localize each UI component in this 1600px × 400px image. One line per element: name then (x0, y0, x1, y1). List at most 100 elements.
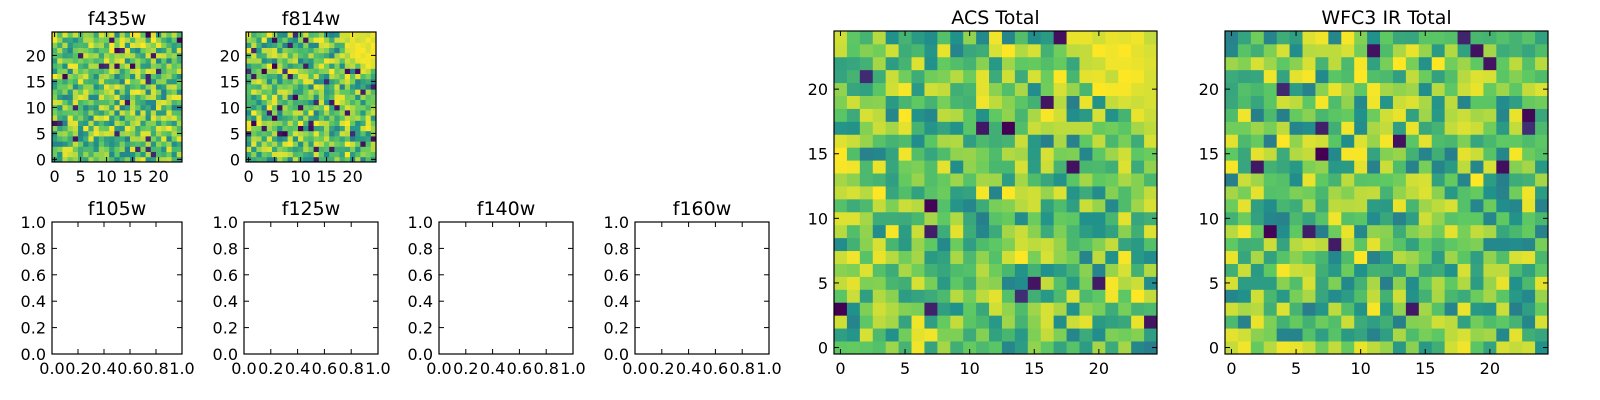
heatmap-cell (1496, 263, 1510, 277)
heatmap-cell (370, 32, 377, 38)
heatmap-cell (161, 42, 167, 48)
heatmap-cell (898, 43, 912, 58)
heatmap-cell (365, 156, 372, 163)
heatmap-cell (1496, 186, 1510, 200)
heatmap-cell (1263, 56, 1278, 71)
heatmap-cell (1079, 186, 1093, 200)
heatmap-cell (1431, 43, 1446, 58)
heatmap-cell (1405, 173, 1420, 187)
heatmap-cell (950, 224, 964, 239)
heatmap-cell (1302, 147, 1316, 161)
heatmap-cell (287, 156, 294, 163)
heatmap-cell (1405, 276, 1420, 290)
heatmap-cell (119, 73, 126, 80)
heatmap-cell (872, 315, 887, 329)
heatmap-cell (334, 32, 340, 38)
heatmap-cell (171, 58, 178, 64)
heatmap-cell (989, 95, 1003, 109)
heatmap-cell (282, 37, 288, 43)
heatmap-cell (104, 120, 110, 126)
heatmap-cell (114, 89, 120, 95)
heatmap-cell (339, 37, 346, 43)
x-tick-label: 0.6 (117, 359, 142, 378)
heatmap-cell (145, 52, 152, 59)
heatmap-cell (145, 136, 152, 142)
heatmap-cell (124, 89, 131, 95)
heatmap-cell (277, 73, 283, 80)
heatmap-cell (1483, 250, 1497, 264)
heatmap-cell (303, 115, 309, 121)
heatmap-cell (976, 186, 990, 200)
heatmap-cell (166, 151, 172, 158)
heatmap-cell (135, 32, 141, 38)
heatmap-cell (176, 68, 183, 74)
heatmap-cell (1131, 121, 1145, 135)
heatmap-cell (872, 341, 887, 355)
heatmap-cell (1250, 263, 1265, 277)
heatmap-cell (924, 160, 938, 174)
heatmap-cell (78, 130, 84, 137)
heatmap-cell (1354, 224, 1368, 239)
heatmap-cell (1483, 56, 1497, 71)
heatmap-cell (911, 250, 925, 264)
heatmap-cell (1092, 186, 1106, 200)
y-tick-label: 1.0 (604, 213, 629, 232)
heatmap-cell (350, 151, 356, 158)
heatmap-cell (1341, 31, 1355, 45)
heatmap-cell (360, 130, 366, 137)
heatmap-cell (1444, 108, 1458, 122)
heatmap-cell (924, 69, 938, 84)
heatmap-cell (277, 125, 283, 132)
heatmap-cell (976, 95, 990, 109)
heatmap-cell (98, 68, 105, 74)
heatmap-cell (963, 237, 977, 252)
heatmap-cell (365, 151, 372, 158)
heatmap-cell (62, 125, 68, 132)
heatmap-cell (1237, 315, 1252, 329)
heatmap-cell (898, 211, 912, 226)
heatmap-cell (1105, 147, 1119, 161)
heatmap-cell (292, 136, 299, 142)
heatmap-cell (313, 58, 320, 64)
heatmap-cell (72, 156, 79, 163)
y-tick-label: 0.2 (604, 319, 629, 338)
heatmap-cell (1522, 276, 1536, 290)
heatmap-cell (950, 341, 964, 355)
heatmap-cell (1509, 224, 1523, 239)
heatmap-cell (1367, 186, 1381, 200)
heatmap-cell (1105, 341, 1119, 355)
heatmap-cell (859, 43, 874, 58)
heatmap-cell (1431, 341, 1446, 355)
heatmap-cell (72, 120, 79, 126)
heatmap-cell (1118, 250, 1132, 264)
heatmap-cell (124, 47, 131, 54)
heatmap-cell (885, 43, 899, 58)
heatmap-cell (344, 141, 351, 147)
heatmap-cell (78, 52, 84, 59)
heatmap-cell (976, 108, 990, 122)
heatmap-cell (1405, 160, 1420, 174)
y-tick-label: 0.6 (408, 266, 433, 285)
heatmap-cell (98, 151, 105, 158)
heatmap-cell (1250, 237, 1265, 252)
heatmap-cell (150, 58, 157, 64)
heatmap-cell (1457, 315, 1471, 329)
heatmap-cell (989, 186, 1003, 200)
heatmap-cell (1418, 121, 1433, 135)
heatmap-cell (963, 263, 977, 277)
heatmap-cell (78, 151, 84, 158)
heatmap-cell (1380, 160, 1394, 174)
heatmap-cell (360, 120, 366, 126)
x-tick-label: 0.2 (649, 359, 674, 378)
heatmap-cell (898, 302, 912, 316)
heatmap-cell (1431, 237, 1446, 252)
heatmap-cell (130, 68, 136, 74)
heatmap-cell (324, 99, 330, 106)
heatmap-cell (937, 263, 951, 277)
heatmap-cell (1118, 108, 1132, 122)
heatmap-cell (277, 32, 283, 38)
heatmap-cell (1444, 134, 1458, 148)
heatmap-cell (1444, 250, 1458, 264)
heatmap-cell (324, 47, 330, 54)
heatmap-cell (334, 63, 340, 69)
